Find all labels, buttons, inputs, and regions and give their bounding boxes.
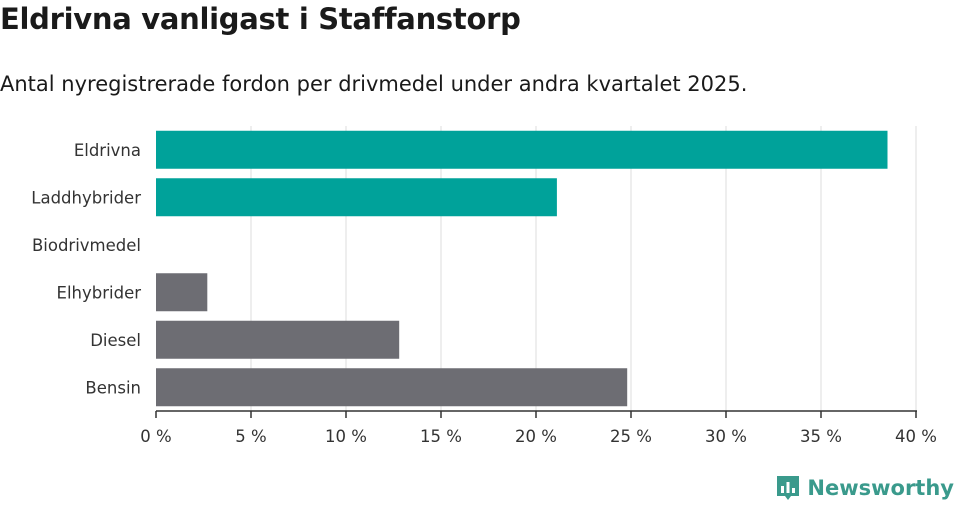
x-tick-label: 40 %	[895, 427, 937, 446]
x-tick-label: 30 %	[705, 427, 747, 446]
category-label: Biodrivmedel	[32, 236, 141, 255]
bar-elhybrider	[156, 273, 208, 312]
bar-eldrivna	[156, 130, 888, 169]
bar-chart: Eldrivna Laddhybrider Biodrivmedel Elhybrid…	[31, 126, 937, 446]
x-tick-label: 15 %	[420, 427, 462, 446]
category-label: Bensin	[85, 378, 141, 397]
chart-title: Eldrivna vanligast i Staffanstorp	[0, 2, 521, 36]
category-label: Laddhybrider	[31, 188, 141, 207]
chart-subtitle: Antal nyregistrerade fordon per drivmede…	[0, 72, 748, 96]
bar-bensin	[156, 368, 628, 407]
bar-laddhybrider	[156, 178, 557, 217]
brand: Newsworthy	[775, 474, 954, 502]
bar-diesel	[156, 320, 400, 359]
x-tick-label: 10 %	[325, 427, 367, 446]
x-tick-label: 25 %	[610, 427, 652, 446]
x-tick-label: 20 %	[515, 427, 557, 446]
category-label: Diesel	[90, 331, 141, 350]
x-tick-label: 35 %	[800, 427, 842, 446]
category-label: Elhybrider	[57, 283, 142, 302]
brand-name: Newsworthy	[807, 476, 954, 500]
category-label: Eldrivna	[74, 141, 141, 160]
x-tick-label: 5 %	[235, 427, 266, 446]
x-tick-label: 0 %	[140, 427, 171, 446]
newsworthy-logo-icon	[777, 476, 800, 500]
